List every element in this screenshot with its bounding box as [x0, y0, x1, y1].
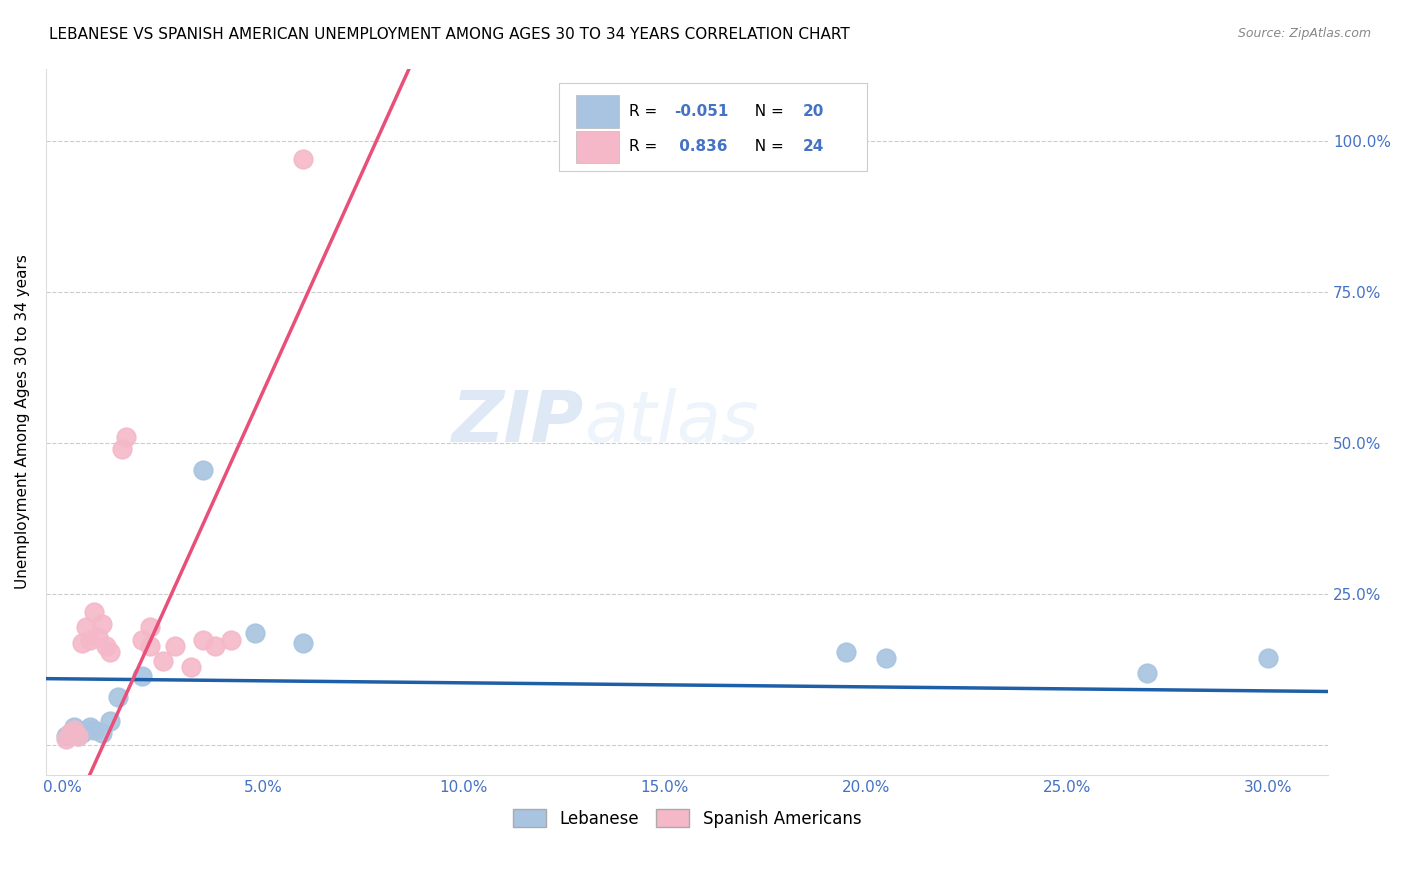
Point: [139, 620, 162, 634]
Point: [835, 645, 858, 659]
Point: [180, 659, 202, 673]
Point: [111, 442, 134, 457]
Point: [98, 645, 121, 659]
Point: [75, 723, 97, 738]
Point: [79, 720, 101, 734]
Point: [63, 723, 86, 738]
Text: R =: R =: [630, 139, 662, 154]
Text: 0.836: 0.836: [675, 139, 728, 154]
Point: [115, 430, 138, 444]
Point: [1257, 650, 1279, 665]
Y-axis label: Unemployment Among Ages 30 to 34 years: Unemployment Among Ages 30 to 34 years: [15, 254, 30, 590]
FancyBboxPatch shape: [575, 131, 619, 163]
Point: [131, 632, 153, 647]
Point: [87, 630, 110, 644]
Text: ZIP: ZIP: [453, 387, 585, 457]
Point: [55, 729, 77, 743]
Point: [70, 635, 93, 649]
FancyBboxPatch shape: [558, 83, 866, 171]
FancyBboxPatch shape: [575, 95, 619, 128]
Point: [139, 639, 162, 653]
Point: [107, 690, 129, 704]
Text: 24: 24: [803, 139, 824, 154]
Point: [91, 617, 114, 632]
Point: [152, 654, 174, 668]
Point: [191, 632, 214, 647]
Point: [292, 152, 315, 166]
Point: [63, 723, 86, 738]
Text: N =: N =: [745, 104, 789, 120]
Point: [67, 729, 90, 743]
Point: [204, 639, 226, 653]
Point: [98, 714, 121, 728]
Point: [292, 635, 315, 649]
Point: [55, 732, 77, 747]
Point: [83, 723, 105, 738]
Point: [83, 605, 105, 619]
Text: R =: R =: [630, 104, 662, 120]
Point: [163, 639, 186, 653]
Text: 20: 20: [803, 104, 824, 120]
Point: [219, 632, 242, 647]
Text: LEBANESE VS SPANISH AMERICAN UNEMPLOYMENT AMONG AGES 30 TO 34 YEARS CORRELATION : LEBANESE VS SPANISH AMERICAN UNEMPLOYMEN…: [49, 27, 851, 42]
Point: [59, 726, 82, 740]
Point: [1136, 665, 1159, 680]
Text: -0.051: -0.051: [675, 104, 728, 120]
Point: [191, 463, 214, 477]
Point: [875, 650, 897, 665]
Point: [63, 720, 86, 734]
Point: [243, 626, 266, 640]
Point: [131, 669, 153, 683]
Point: [79, 632, 101, 647]
Text: N =: N =: [745, 139, 789, 154]
Text: Source: ZipAtlas.com: Source: ZipAtlas.com: [1237, 27, 1371, 40]
Point: [59, 726, 82, 740]
Point: [70, 726, 93, 740]
Text: atlas: atlas: [585, 387, 759, 457]
Legend: Lebanese, Spanish Americans: Lebanese, Spanish Americans: [506, 803, 868, 834]
Point: [96, 639, 118, 653]
Point: [75, 620, 97, 634]
Point: [91, 726, 114, 740]
Point: [67, 729, 90, 743]
